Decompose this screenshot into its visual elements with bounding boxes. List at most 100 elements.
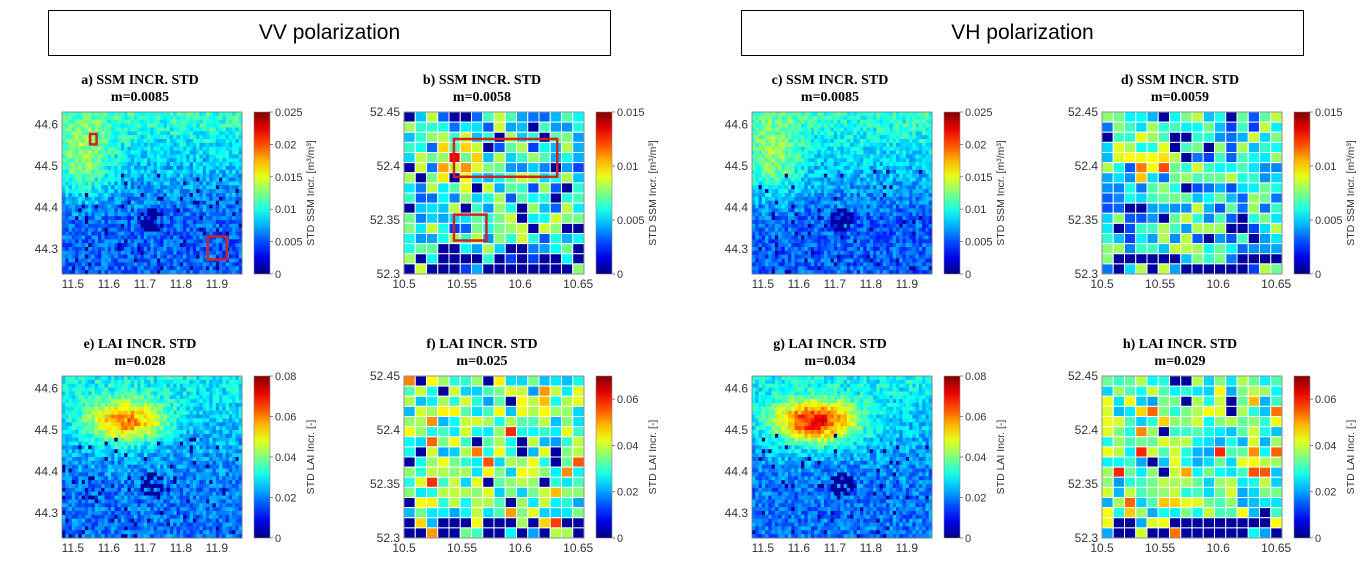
heatmap-cell [180, 197, 184, 201]
heatmap-cell [121, 251, 125, 255]
heatmap-cell [98, 139, 102, 143]
heatmap-cell [216, 116, 220, 120]
heatmap-cell [528, 254, 539, 264]
heatmap-cell [180, 181, 184, 185]
heatmap-cell [795, 220, 799, 224]
heatmap-cell [216, 131, 220, 135]
heatmap-cell [134, 178, 138, 182]
heatmap-cell [811, 147, 815, 151]
heatmap-cell [853, 220, 857, 224]
heatmap-cell [62, 139, 66, 143]
heatmap-cell [814, 228, 818, 232]
heatmap-cell [899, 112, 903, 116]
heatmap-cell [235, 193, 239, 197]
heatmap-cell [906, 158, 910, 162]
heatmap-cell [916, 189, 920, 193]
heatmap-cell [889, 170, 893, 174]
heatmap-cell [213, 131, 217, 135]
heatmap-cell [916, 216, 920, 220]
heatmap-cell [801, 189, 805, 193]
heatmap-cell [190, 232, 194, 236]
heatmap-cell [235, 147, 239, 151]
heatmap-cell [759, 224, 763, 228]
heatmap-cell [752, 181, 756, 185]
heatmap-cell [177, 185, 181, 189]
heatmap-cell [163, 197, 167, 201]
heatmap-cell [857, 239, 861, 243]
heatmap-cell [889, 158, 893, 162]
heatmap-cell [906, 151, 910, 155]
heatmap-cell [235, 178, 239, 182]
heatmap-cell [121, 224, 125, 228]
heatmap-cell [108, 224, 112, 228]
heatmap-cell [870, 220, 874, 224]
heatmap-cell [222, 178, 226, 182]
heatmap-cell [912, 127, 916, 131]
heatmap-cell [889, 205, 893, 209]
heatmap-cell [206, 170, 210, 174]
heatmap-cell [216, 247, 220, 251]
heatmap-cell [785, 197, 789, 201]
heatmap-cell [196, 255, 200, 259]
heatmap-cell [180, 189, 184, 193]
heatmap-cell [118, 147, 122, 151]
heatmap-cell [144, 228, 148, 232]
heatmap-cell [91, 162, 95, 166]
heatmap-cell [134, 201, 138, 205]
heatmap-cell [925, 224, 929, 228]
heatmap-cell [460, 254, 471, 264]
heatmap-cell [870, 158, 874, 162]
heatmap-cell [827, 255, 831, 259]
heatmap-cell [137, 131, 141, 135]
heatmap-cell [876, 235, 880, 239]
heatmap-cell [853, 262, 857, 266]
heatmap-cell [147, 189, 151, 193]
heatmap-cell [847, 143, 851, 147]
heatmap-cell [817, 239, 821, 243]
heatmap-cell [494, 142, 505, 152]
heatmap-cell [795, 143, 799, 147]
heatmap-cell [867, 220, 871, 224]
y-tick-label: 44.5 [725, 159, 749, 173]
heatmap-cell [795, 162, 799, 166]
heatmap-cell [850, 178, 854, 182]
heatmap-cell [781, 201, 785, 205]
heatmap-cell [101, 266, 105, 270]
heatmap-cell [922, 143, 926, 147]
heatmap-cell [173, 259, 177, 263]
heatmap-cell [752, 239, 756, 243]
colorbar-tick-label: 0.02 [275, 139, 296, 151]
heatmap-cell [196, 174, 200, 178]
heatmap-cell [876, 127, 880, 131]
heatmap-cell [108, 243, 112, 247]
heatmap-cell [876, 112, 880, 116]
heatmap-cell [144, 259, 148, 263]
heatmap-cell [124, 228, 128, 232]
heatmap-cell [196, 193, 200, 197]
heatmap-cell [229, 154, 233, 158]
y-tick-label: 52.4 [377, 159, 401, 173]
heatmap-cell [111, 197, 115, 201]
heatmap-cell [880, 151, 884, 155]
heatmap-cell [209, 201, 213, 205]
heatmap-cell [778, 205, 782, 209]
heatmap-cell [91, 127, 95, 131]
heatmap-cell [837, 235, 841, 239]
heatmap-cell [821, 158, 825, 162]
heatmap-cell [167, 158, 171, 162]
heatmap-cell [154, 124, 158, 128]
heatmap-cell [778, 120, 782, 124]
heatmap-cell [562, 112, 573, 122]
heatmap-cell [808, 112, 812, 116]
heatmap-cell [867, 174, 871, 178]
heatmap-cell [177, 112, 181, 116]
heatmap-cell [472, 153, 483, 163]
heatmap-cell [141, 266, 145, 270]
heatmap-cell [831, 255, 835, 259]
heatmap-cell [755, 116, 759, 120]
heatmap-cell [814, 189, 818, 193]
heatmap-cell [919, 255, 923, 259]
heatmap-cell [528, 234, 539, 244]
heatmap-cell [196, 220, 200, 224]
heatmap-cell [449, 254, 460, 264]
